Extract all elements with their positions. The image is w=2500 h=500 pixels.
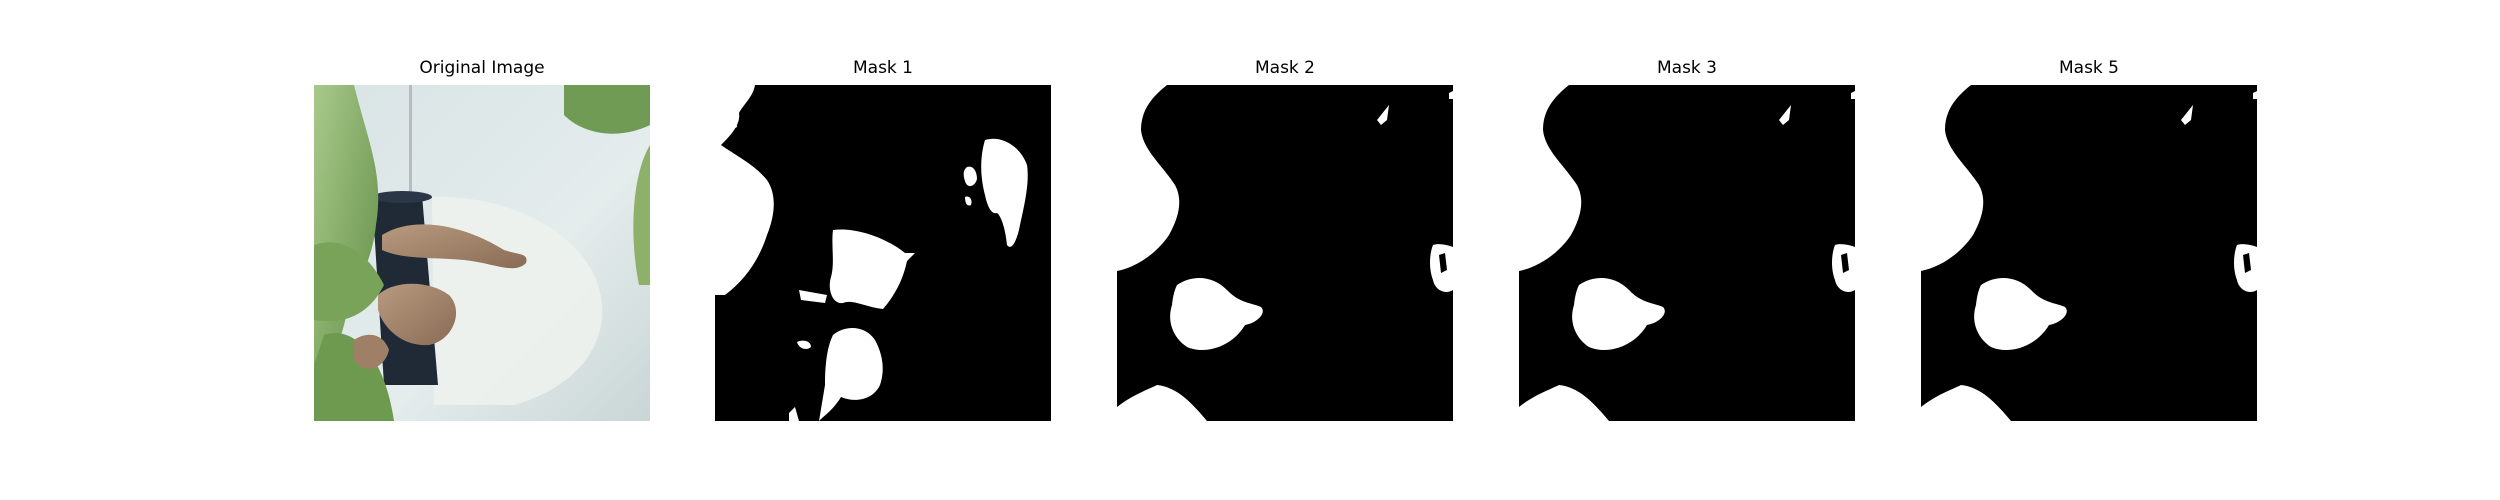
mask-3-image (1519, 85, 1855, 421)
mask-5-image (1921, 85, 2257, 421)
panel-title: Original Image (419, 58, 545, 78)
original-photo (314, 85, 650, 421)
panel-title: Mask 3 (1656, 58, 1717, 78)
panel-mask-3: Mask 3 (1519, 0, 1855, 500)
panel-original-image: Original Image (314, 0, 650, 500)
mask-2-image (1117, 85, 1453, 421)
panel-mask-1: Mask 1 (715, 0, 1051, 500)
mask-1-image (715, 85, 1051, 421)
panel-title: Mask 2 (1254, 58, 1315, 78)
panel-title: Mask 1 (852, 58, 913, 78)
panel-mask-5: Mask 5 (1921, 0, 2257, 500)
panel-title: Mask 5 (2058, 58, 2119, 78)
panel-mask-2: Mask 2 (1117, 0, 1453, 500)
